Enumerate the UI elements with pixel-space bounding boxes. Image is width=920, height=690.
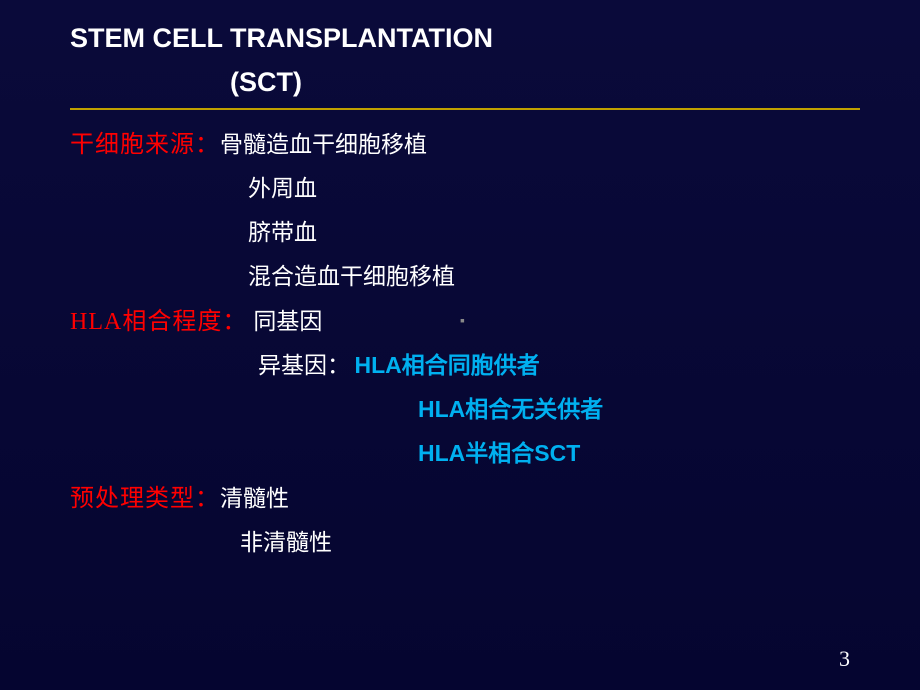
source-item-4: 混合造血干细胞移植 [248, 264, 455, 289]
category-label-source: 干细胞来源： [70, 124, 220, 159]
source-item-1: 骨髓造血干细胞移植 [220, 125, 427, 159]
center-bullet-icon: ▪ [460, 312, 466, 318]
page-number: 3 [839, 646, 850, 672]
category-row-2: HLA相合程度： 同基因 [70, 301, 860, 336]
hla-item-1: 同基因 [247, 302, 322, 336]
slide-container: STEM CELL TRANSPLANTATION (SCT) 干细胞来源： 骨… [0, 0, 920, 587]
source-item-row-3: 脐带血 [70, 213, 860, 247]
source-item-2: 外周血 [248, 176, 317, 201]
category-row-3: 预处理类型： 清髓性 [70, 478, 860, 513]
slide-title-line1: STEM CELL TRANSPLANTATION [70, 20, 860, 58]
hla-sub-item-3: HLA半相合SCT [418, 440, 580, 466]
hla-sub-item-1: HLA相合同胞供者 [354, 352, 539, 378]
hla-sub-row-3: HLA半相合SCT [70, 434, 860, 468]
hla-item-2-label: 异基因： [258, 353, 350, 378]
slide-title-line2: (SCT) [70, 64, 860, 102]
pretreatment-item-1: 清髓性 [220, 479, 289, 513]
source-item-row-2: 外周血 [70, 169, 860, 203]
hla-sub-item-2: HLA相合无关供者 [418, 396, 603, 422]
pretreatment-item-row-2: 非清髓性 [70, 523, 860, 557]
pretreatment-item-2: 非清髓性 [240, 530, 332, 555]
category-label-hla: HLA相合程度： [70, 301, 247, 336]
category-label-pretreatment: 预处理类型： [70, 478, 220, 513]
hla-sub-row-2: HLA相合无关供者 [70, 390, 860, 424]
title-divider [70, 108, 860, 110]
source-item-3: 脐带血 [248, 220, 317, 245]
category-row-1: 干细胞来源： 骨髓造血干细胞移植 [70, 124, 860, 159]
source-item-row-4: 混合造血干细胞移植 [70, 257, 860, 291]
hla-item-row-2: 异基因： HLA相合同胞供者 [70, 346, 860, 380]
